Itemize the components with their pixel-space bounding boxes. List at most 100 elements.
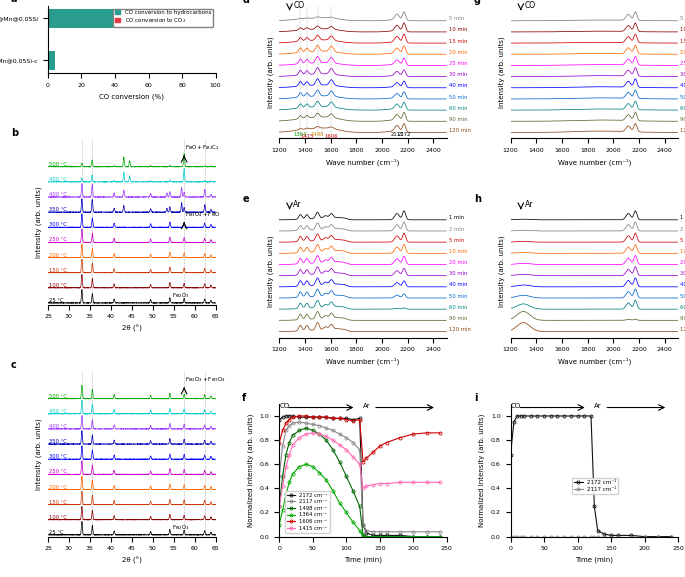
1415 cm⁻¹ (288, 441, 297, 448)
Text: 1498: 1498 (311, 132, 324, 137)
Text: $\rm Fe_2O_3 + Fe_3O_4$: $\rm Fe_2O_3 + Fe_3O_4$ (185, 376, 226, 384)
2172 cm⁻¹ (573, 413, 582, 419)
2117 cm⁻¹ (302, 419, 310, 426)
Text: 20 min: 20 min (680, 50, 685, 55)
2117 cm⁻¹ (506, 533, 514, 540)
2117 cm⁻¹ (349, 439, 357, 446)
Text: 90 min: 90 min (680, 117, 685, 122)
Text: 150 °C: 150 °C (49, 268, 67, 273)
1415 cm⁻¹ (382, 480, 390, 487)
Text: h: h (473, 194, 481, 204)
Text: 90 min: 90 min (449, 117, 467, 122)
Text: 60 min: 60 min (449, 305, 467, 310)
2117 cm⁻¹ (423, 529, 431, 535)
Text: 40 min: 40 min (449, 83, 467, 88)
2172 cm⁻¹ (533, 413, 541, 419)
2117 cm⁻¹ (566, 533, 575, 540)
Text: 10 min: 10 min (680, 249, 685, 254)
2117 cm⁻¹ (540, 533, 548, 540)
Text: 50 min: 50 min (449, 95, 467, 99)
2172 cm⁻¹ (566, 413, 575, 419)
X-axis label: Wave number (cm⁻¹): Wave number (cm⁻¹) (558, 159, 631, 166)
1364 cm⁻¹ (362, 533, 371, 540)
2117 cm⁻¹ (547, 533, 555, 540)
Legend: CO conversion to hydrocarbons, CO conversion to CO$_2$: CO conversion to hydrocarbons, CO conver… (113, 9, 213, 27)
2172 cm⁻¹ (640, 533, 649, 540)
1498 cm⁻¹ (356, 503, 364, 510)
Line: 1364 cm⁻¹: 1364 cm⁻¹ (277, 463, 442, 538)
Text: 100 °C: 100 °C (49, 283, 67, 288)
1498 cm⁻¹ (369, 533, 377, 540)
1364 cm⁻¹ (436, 533, 445, 540)
Text: 250 °C: 250 °C (49, 238, 67, 242)
Text: 300 °C: 300 °C (49, 222, 66, 227)
1364 cm⁻¹ (322, 477, 330, 484)
Text: 2117: 2117 (390, 132, 403, 137)
2172 cm⁻¹ (590, 503, 599, 510)
2117 cm⁻¹ (527, 533, 535, 540)
1415 cm⁻¹ (369, 481, 377, 488)
2117 cm⁻¹ (382, 529, 390, 535)
Text: 20 min: 20 min (449, 50, 467, 55)
1364 cm⁻¹ (396, 533, 404, 540)
2117 cm⁻¹ (309, 421, 317, 428)
2117 cm⁻¹ (580, 533, 588, 540)
2117 cm⁻¹ (322, 425, 330, 432)
2172 cm⁻¹ (667, 533, 675, 540)
Legend: 2172 cm⁻¹, 2117 cm⁻¹, 1498 cm⁻¹, 1364 cm⁻¹, 1606 cm⁻¹, 1415 cm⁻¹: 2172 cm⁻¹, 2117 cm⁻¹, 1498 cm⁻¹, 1364 cm… (285, 490, 329, 533)
1364 cm⁻¹ (369, 533, 377, 540)
1415 cm⁻¹ (322, 433, 330, 440)
Text: 100 °C: 100 °C (49, 515, 67, 520)
Text: 25 °C: 25 °C (49, 530, 64, 535)
1498 cm⁻¹ (382, 533, 390, 540)
Y-axis label: Intensity (arb. units): Intensity (arb. units) (36, 186, 42, 258)
2172 cm⁻¹ (396, 532, 404, 539)
1415 cm⁻¹ (356, 461, 364, 468)
X-axis label: Time (min): Time (min) (575, 557, 613, 563)
2117 cm⁻¹ (288, 419, 297, 426)
Text: 50 min: 50 min (680, 294, 685, 298)
1415 cm⁻¹ (336, 441, 344, 448)
X-axis label: 2θ (°): 2θ (°) (122, 325, 142, 332)
Text: 40 min: 40 min (449, 282, 467, 287)
Text: 2 min: 2 min (680, 227, 685, 231)
2172 cm⁻¹ (375, 532, 384, 539)
2172 cm⁻¹ (654, 533, 662, 540)
2117 cm⁻¹ (560, 533, 569, 540)
Text: i: i (473, 394, 477, 403)
Text: d: d (242, 0, 249, 5)
Text: 500 °C: 500 °C (49, 394, 67, 399)
Text: 20 min: 20 min (680, 260, 685, 265)
Text: 400 °C: 400 °C (49, 192, 67, 197)
1606 cm⁻¹ (436, 429, 445, 436)
Text: 120 min: 120 min (680, 128, 685, 133)
Text: 10 min: 10 min (449, 28, 467, 32)
2117 cm⁻¹ (396, 529, 404, 535)
Text: Ar: Ar (595, 403, 602, 409)
1606 cm⁻¹ (329, 415, 337, 422)
Text: 300 °C: 300 °C (49, 454, 66, 459)
1415 cm⁻¹ (302, 430, 310, 437)
Text: 200 °C: 200 °C (49, 485, 67, 489)
1606 cm⁻¹ (322, 414, 330, 421)
2172 cm⁻¹ (336, 415, 344, 422)
1606 cm⁻¹ (359, 458, 367, 465)
X-axis label: Time (min): Time (min) (344, 557, 382, 563)
2117 cm⁻¹ (369, 529, 377, 535)
Text: 150 °C: 150 °C (49, 500, 67, 505)
Text: 5 min: 5 min (449, 16, 464, 21)
1364 cm⁻¹ (315, 469, 323, 476)
1606 cm⁻¹ (369, 449, 377, 456)
Text: 10 min: 10 min (449, 249, 467, 254)
2117 cm⁻¹ (285, 422, 293, 429)
1364 cm⁻¹ (279, 507, 287, 514)
Text: 25 °C: 25 °C (49, 298, 64, 303)
1415 cm⁻¹ (349, 454, 357, 460)
X-axis label: 2θ (°): 2θ (°) (122, 557, 142, 564)
Bar (48, 51, 55, 70)
Text: 60 min: 60 min (680, 106, 685, 111)
1498 cm⁻¹ (336, 458, 344, 465)
1364 cm⁻¹ (288, 470, 297, 477)
2172 cm⁻¹ (285, 413, 293, 419)
Line: 1606 cm⁻¹: 1606 cm⁻¹ (277, 414, 442, 463)
